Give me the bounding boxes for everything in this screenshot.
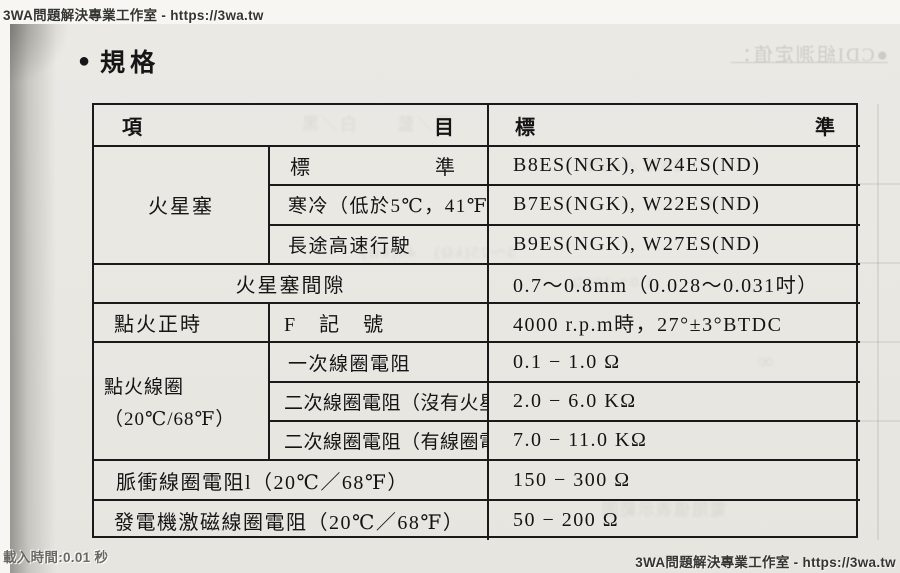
value-primary-coil: 0.1 − 1.0 Ω: [489, 343, 860, 383]
group-cell-ignition-timing: 點火正時: [94, 304, 270, 344]
coil-group-line1: 點火線圈: [104, 376, 185, 398]
group-cell-ignition-coil: 點火線圈 （20℃/68℉）: [94, 343, 270, 462]
label-generator-exciter-coil: 發電機激磁線圈電阻（20℃／68℉）: [94, 500, 489, 540]
group-cell-sparkplug: 火星塞: [94, 147, 270, 265]
watermark-load-time: 載入時間:0.01 秒: [3, 550, 109, 565]
bleedthrough-gridline: [858, 420, 900, 422]
section-title-text: 規格: [100, 50, 161, 77]
value-standard-plug: B8ES(NGK), W24ES(ND): [489, 147, 860, 187]
bleedthrough-gridline: [858, 183, 900, 185]
paper-background: [10, 24, 900, 573]
coil-group-line2: （20℃/68℉）: [104, 408, 236, 430]
label-primary-coil: 一次線圈電阻: [270, 343, 489, 383]
bleedthrough-cdi-heading: ●CDI組測定值：: [730, 45, 888, 66]
label-plug-gap: 火星塞間隙: [94, 264, 489, 305]
label-cold-climate: 寒冷（低於5℃，41℉）: [270, 186, 489, 226]
value-plug-gap: 0.7～0.8mm（0.028～0.031吋）: [489, 265, 860, 305]
section-title: ● 規格: [78, 43, 160, 79]
value-generator-exciter-coil: 50 − 200 Ω: [513, 508, 620, 531]
header-std-left: 標: [515, 116, 536, 139]
label-standard-left: 標: [290, 157, 310, 180]
bleedthrough-gridline: [858, 262, 900, 264]
spec-table: 項 目 標 準 火星塞 標 準 B8ES(NGK), W24ES(ND) 寒冷（…: [92, 103, 860, 540]
table-header-item: 項 目: [94, 105, 489, 147]
value-cold-plug: B7ES(NGK), W22ES(ND): [489, 186, 860, 226]
header-item-left: 項: [122, 116, 143, 139]
header-std-right: 準: [815, 116, 836, 139]
label-secondary-coil-no-cap: 二次線圈電阻（沒有火星塞蓋）: [270, 382, 489, 423]
label-pulse-coil: 脈衝線圈電阻l（20℃／68℉）: [94, 461, 489, 501]
page-gutter-shadow: [10, 24, 56, 573]
watermark-top-left: 3WA問題解決專業工作室 - https://3wa.tw: [3, 8, 264, 23]
bleedthrough-gridline: [877, 104, 879, 540]
label-secondary-coil-with-resistor: 二次線圈電阻（有線圈電阻）: [270, 422, 489, 462]
value-pulse-coil: 150 − 300 Ω: [489, 461, 860, 501]
value-secondary-coil-no-cap: 2.0 − 6.0 KΩ: [489, 383, 860, 423]
watermark-bottom-right: 3WA問題解決專業工作室 - https://3wa.tw: [635, 555, 896, 570]
page-gutter-shadow-top: [10, 24, 70, 84]
label-high-speed: 長途高速行駛: [270, 225, 489, 265]
table-header-standard: 標 準: [489, 105, 860, 147]
bleedthrough-gridline: [858, 341, 900, 343]
value-secondary-coil-with-resistor: 7.0 − 11.0 KΩ: [489, 422, 860, 462]
value-highspeed-plug: B9ES(NGK), W27ES(ND): [489, 226, 860, 265]
bullet-icon: ●: [78, 49, 91, 72]
label-f-mark: F 記 號: [270, 304, 489, 344]
label-standard: 標 準: [270, 147, 489, 187]
label-standard-right: 準: [435, 157, 455, 180]
header-item-right: 目: [434, 116, 455, 139]
value-ignition-timing: 4000 r.p.m時，27°±3°BTDC: [489, 304, 860, 344]
